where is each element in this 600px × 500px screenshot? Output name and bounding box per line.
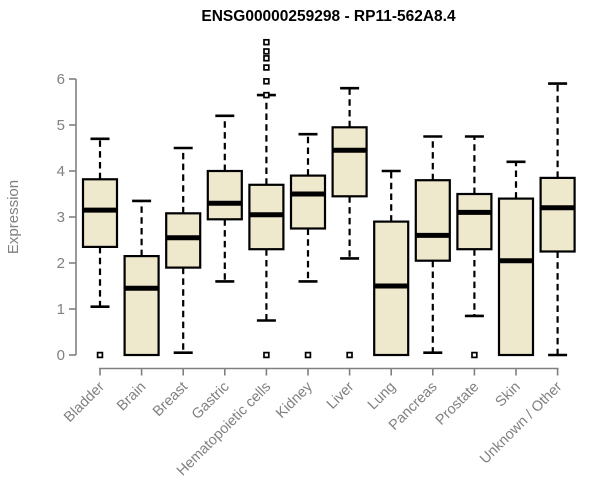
y-axis-tick-label: 0 — [57, 347, 65, 364]
box-gastric — [206, 169, 243, 221]
y-axis-tick-label: 4 — [57, 163, 65, 180]
box-pancreas — [414, 179, 451, 262]
x-axis-label-prostate: Prostate — [433, 379, 482, 428]
y-axis-tick-label: 2 — [57, 255, 65, 272]
outlier-point-hematopoietic-cells — [263, 48, 270, 55]
x-axis-label-brain: Brain — [114, 379, 149, 414]
box-skin — [497, 197, 535, 357]
box-breast — [165, 212, 202, 269]
box-liver — [331, 126, 368, 198]
box-bladder — [81, 178, 119, 249]
box-prostate — [456, 192, 493, 251]
outlier-point-kidney — [304, 351, 312, 359]
y-axis-tick-label: 3 — [57, 209, 65, 226]
x-axis-label-breast: Breast — [150, 379, 191, 420]
outlier-point-liver — [346, 351, 353, 359]
chart-title: ENSG00000259298 - RP11-562A8.4 — [201, 8, 456, 25]
y-axis-tick-label: 5 — [57, 117, 65, 134]
box-kidney — [289, 174, 327, 230]
y-axis-tick-label: 6 — [57, 71, 65, 88]
outlier-point-hematopoietic-cells — [263, 55, 270, 62]
y-axis-title: Expression — [5, 180, 22, 254]
outlier-point-hematopoietic-cells — [263, 351, 270, 359]
outlier-point-bladder — [96, 351, 104, 359]
outlier-point-hematopoietic-cells — [263, 38, 270, 46]
x-axis-label-kidney: Kidney — [273, 378, 316, 421]
x-axis-label-liver: Liver — [324, 379, 358, 413]
x-axis-label-skin: Skin — [493, 379, 524, 410]
outlier-point-hematopoietic-cells — [263, 64, 270, 71]
outlier-point-hematopoietic-cells — [263, 91, 270, 99]
x-axis-label-bladder: Bladder — [61, 379, 108, 426]
outlier-point-hematopoietic-cells — [263, 78, 270, 85]
y-axis-tick-label: 1 — [57, 301, 65, 318]
x-axis-label-lung: Lung — [365, 379, 399, 413]
outlier-point-prostate — [471, 351, 478, 359]
box-unknown-other — [539, 176, 576, 253]
box-brain — [123, 255, 160, 357]
